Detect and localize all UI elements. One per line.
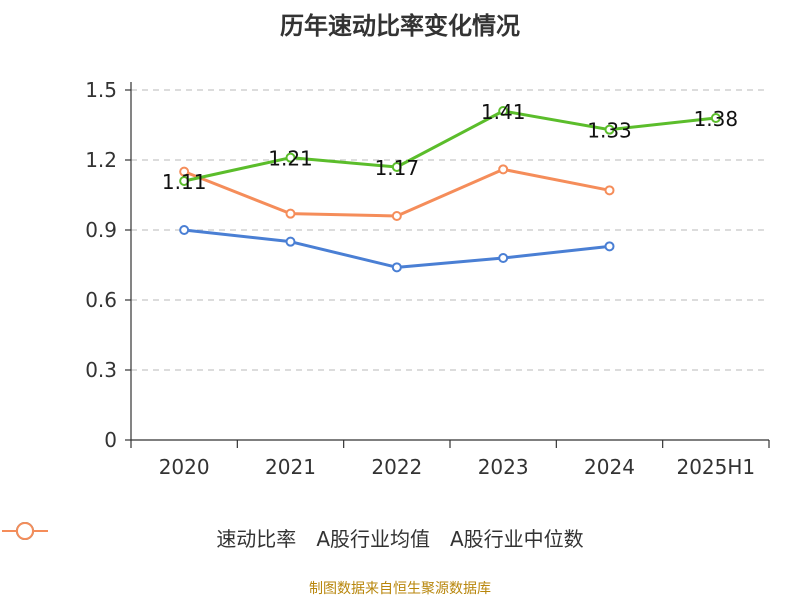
x-tick-label-5: 2025H1 (676, 455, 755, 479)
chart-title: 历年速动比率变化情况 (280, 12, 520, 40)
series-0-point-1 (285, 152, 296, 163)
x-tick-label-0: 2020 (159, 455, 210, 479)
series-1-point-3 (498, 253, 509, 263)
data-label-5: 1.38 (694, 107, 739, 131)
y-tick-label-0: 0 (104, 428, 117, 452)
series-2-point-4 (604, 185, 615, 196)
data-label-1: 1.21 (268, 147, 313, 171)
y-tick-label-4: 1.2 (85, 148, 117, 172)
legend-label-industry-median: A股行业中位数 (450, 526, 584, 551)
x-tick-label-3: 2023 (478, 455, 529, 479)
series-2-point-3 (498, 164, 509, 175)
series-1-point-0 (179, 225, 190, 235)
x-tick-label-4: 2024 (584, 455, 635, 479)
legend-item-industry-average[interactable]: A股行业均值 (2, 522, 430, 552)
series-0-point-2 (391, 162, 402, 172)
y-tick-label-3: 0.9 (85, 218, 117, 242)
y-tick-label-2: 0.6 (85, 288, 117, 312)
y-tick-label-1: 0.3 (85, 358, 117, 382)
series-0-point-3 (498, 106, 509, 116)
legend-item-quick-ratio[interactable]: 速动比率 (2, 522, 297, 552)
data-label-0: 1.11 (162, 170, 207, 194)
data-label-2: 1.17 (375, 156, 420, 180)
series-2-point-0 (179, 166, 190, 177)
series-line-1 (184, 228, 610, 269)
data-label-4: 1.33 (587, 119, 632, 143)
series-2-point-1 (285, 208, 296, 219)
legend-marker-industry-median (2, 522, 48, 540)
series-0-point-5 (710, 113, 721, 123)
legend-label-industry-average: A股行业均值 (316, 526, 430, 551)
series-1-point-1 (285, 236, 296, 247)
series-2-point-2 (391, 211, 402, 221)
x-tick-label-2: 2022 (371, 455, 422, 479)
series-0-point-0 (179, 176, 190, 186)
data-label-3: 1.41 (481, 100, 526, 124)
series-1-point-2 (391, 262, 402, 273)
x-tick-label-1: 2021 (265, 455, 316, 479)
legend: 速动比率 A股行业均值 A股行业中位数 (0, 520, 800, 554)
legend-item-industry-median[interactable]: A股行业中位数 (2, 522, 584, 552)
data-source-note: 制图数据来自恒生聚源数据库 (309, 581, 491, 597)
series-1-point-4 (604, 241, 615, 252)
legend-label-quick-ratio: 速动比率 (216, 526, 297, 551)
y-tick-label-5: 1.5 (85, 78, 117, 102)
series-0-point-4 (604, 124, 615, 135)
series-line-0 (183, 109, 716, 183)
